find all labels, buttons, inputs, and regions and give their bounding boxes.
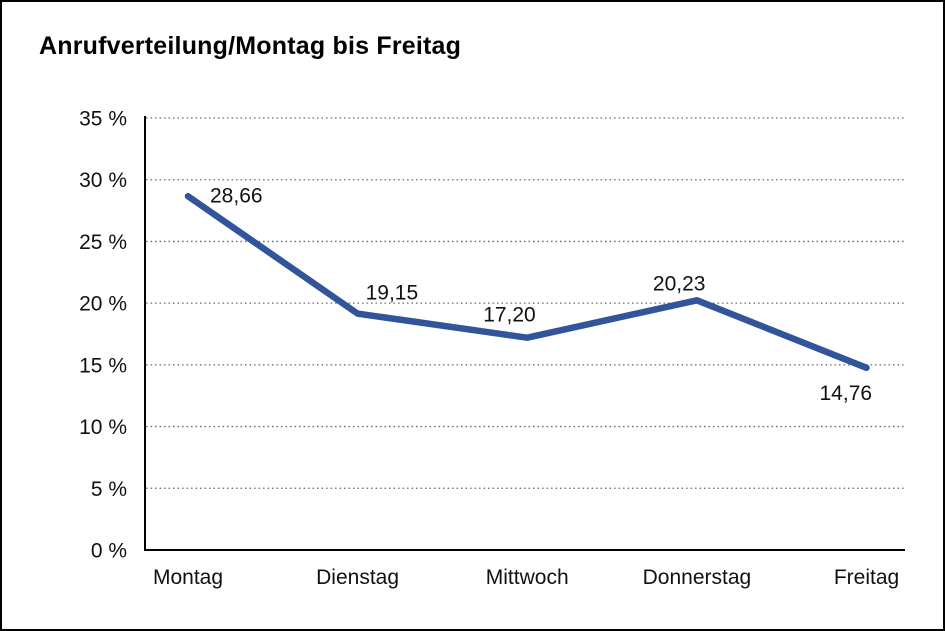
y-tick-label: 35 %: [79, 108, 127, 131]
x-tick-label: Freitag: [834, 566, 899, 589]
data-point-label: 20,23: [653, 272, 706, 295]
y-tick-label: 15 %: [79, 354, 127, 377]
data-point-label: 14,76: [820, 382, 873, 405]
x-tick-label: Montag: [153, 566, 223, 589]
x-tick-label: Dienstag: [316, 566, 399, 589]
data-point-label: 19,15: [366, 282, 419, 305]
data-point-label: 17,20: [483, 304, 536, 327]
x-tick-label: Mittwoch: [486, 566, 569, 589]
y-tick-label: 5 %: [91, 478, 127, 501]
chart-title: Anrufverteilung/Montag bis Freitag: [39, 32, 462, 60]
y-tick-label: 25 %: [79, 231, 127, 254]
y-tick-label: 20 %: [79, 293, 127, 316]
y-tick-label: 0 %: [91, 540, 127, 563]
y-tick-label: 30 %: [79, 169, 127, 192]
data-point-label: 28,66: [210, 184, 263, 207]
x-tick-label: Donnerstag: [643, 566, 752, 589]
y-tick-label: 10 %: [79, 416, 127, 439]
data-series-line: [184, 193, 870, 372]
